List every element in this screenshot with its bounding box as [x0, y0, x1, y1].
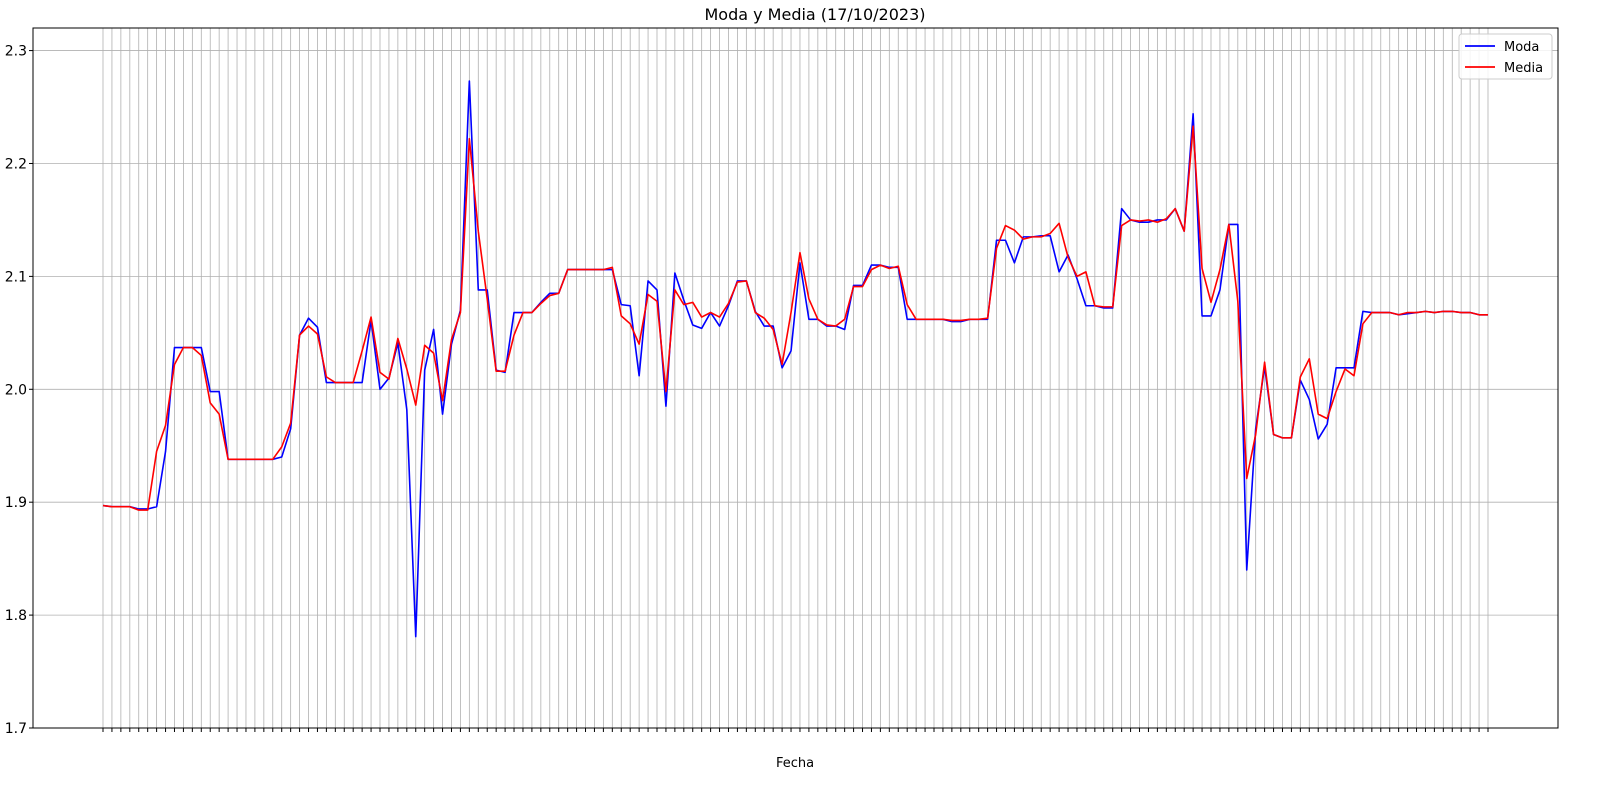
y-tick-label: 2.2 — [5, 156, 27, 172]
x-axis-label: Fecha — [776, 756, 814, 771]
x-gridlines — [102, 28, 1489, 728]
y-tick-label: 1.8 — [5, 608, 27, 624]
y-axis-ticks: 1.7 1.8 1.9 2.0 2.1 2.2 2.3 — [5, 44, 33, 737]
y-tick-label: 2.0 — [5, 382, 27, 398]
plot-frame — [32, 27, 1559, 729]
legend: Moda Media — [1458, 33, 1553, 80]
legend-label-moda: Moda — [1504, 40, 1539, 55]
series-media-line — [102, 125, 1488, 511]
chart-title: Moda y Media (17/10/2023) — [704, 5, 925, 24]
y-tick-label: 2.3 — [5, 44, 27, 60]
x-axis-ticks — [102, 728, 1489, 732]
series-layer — [102, 80, 1488, 638]
y-tick-label: 2.1 — [5, 269, 27, 285]
y-tick-label: 1.7 — [5, 721, 27, 737]
legend-label-media: Media — [1504, 61, 1543, 76]
y-tick-label: 1.9 — [5, 495, 27, 511]
